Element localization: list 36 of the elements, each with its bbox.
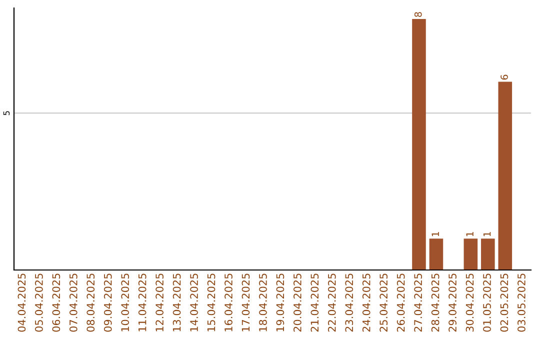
data-label: 1 xyxy=(484,232,491,236)
x-tick-label: 26.04.2025 xyxy=(396,274,405,332)
x-tick-label: 21.04.2025 xyxy=(310,274,319,332)
x-tick-label: 10.04.2025 xyxy=(121,274,130,332)
x-tick-label: 14.04.2025 xyxy=(190,274,198,332)
x-tick-label: 29.04.2025 xyxy=(448,274,456,332)
x-tick-label: 05.04.2025 xyxy=(34,274,43,332)
x-tick-label: 01.05.2025 xyxy=(483,274,491,332)
x-tick-label: 23.04.2025 xyxy=(345,274,354,332)
x-tick-label: 30.04.2025 xyxy=(466,274,474,332)
x-tick-label: 19.04.2025 xyxy=(276,274,284,332)
x-tick-label: 03.05.2025 xyxy=(518,274,526,332)
data-label: 6 xyxy=(500,74,508,80)
x-tick-label: 24.04.2025 xyxy=(362,274,370,332)
x-tick-label: 08.04.2025 xyxy=(86,274,95,332)
x-tick-label: 16.04.2025 xyxy=(224,274,232,332)
x-tick-label: 07.04.2025 xyxy=(69,274,78,332)
x-tick-label: 06.04.2025 xyxy=(52,274,60,332)
x-tick-label: 09.04.2025 xyxy=(104,274,112,332)
x-tick-label: 02.05.2025 xyxy=(500,274,508,332)
data-label: 1 xyxy=(432,232,439,236)
x-tick-label: 27.04.2025 xyxy=(414,274,422,332)
x-tick-label: 20.04.2025 xyxy=(293,274,302,332)
x-tick-label: 11.04.2025 xyxy=(138,274,146,332)
data-label: 8 xyxy=(414,12,422,17)
x-tick-label: 13.04.2025 xyxy=(172,274,181,332)
x-tick-label: 28.04.2025 xyxy=(431,274,440,332)
x-tick-label: 04.04.2025 xyxy=(18,274,26,332)
x-tick-label: 15.04.2025 xyxy=(207,274,216,332)
x-tick-label: 17.04.2025 xyxy=(242,274,250,332)
x-tick-label: 18.04.2025 xyxy=(259,274,267,332)
data-label: 1 xyxy=(466,232,474,236)
x-tick-label: 22.04.2025 xyxy=(328,274,336,332)
y-tick-label: 5 xyxy=(3,111,10,116)
x-tick-label: 25.04.2025 xyxy=(380,274,388,332)
x-tick-label: 12.04.2025 xyxy=(156,274,164,332)
